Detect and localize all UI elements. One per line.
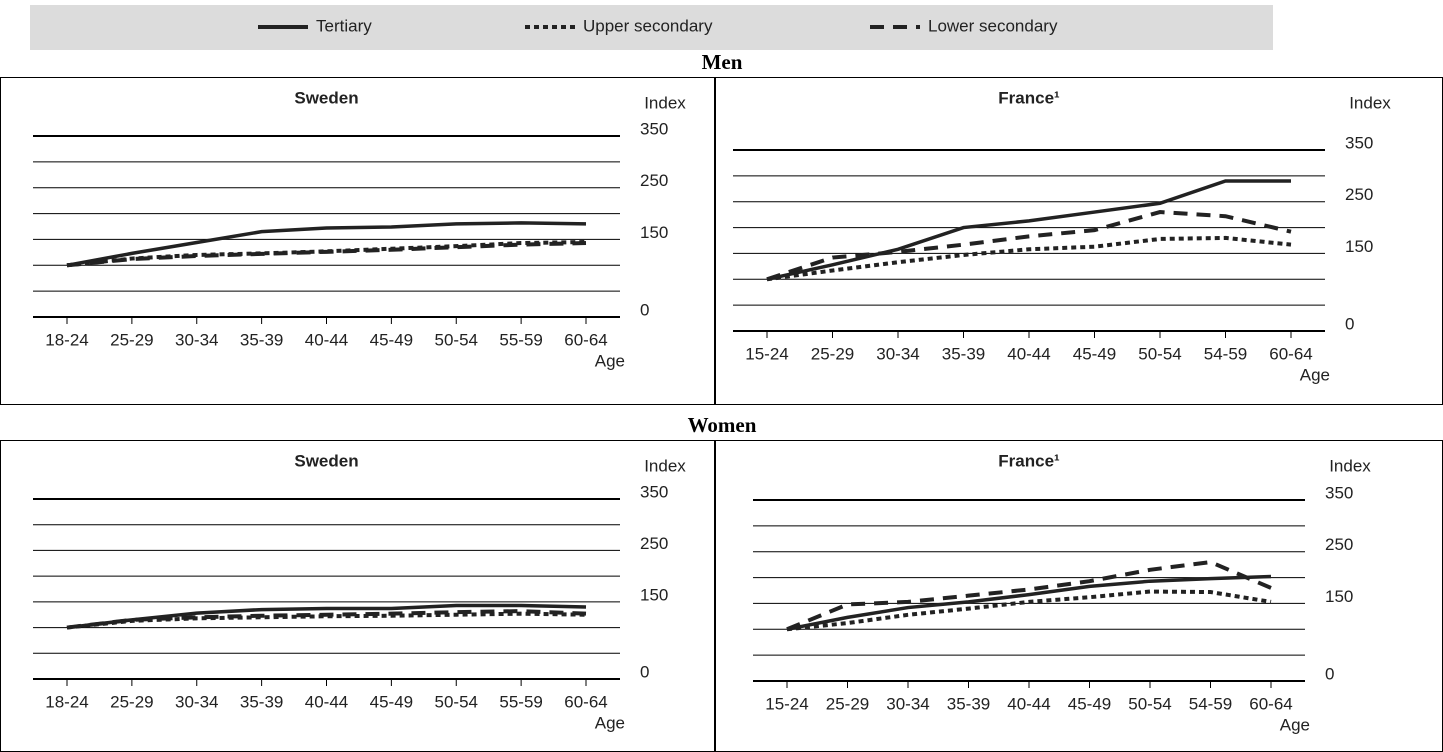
y-tick-label: 150 (1325, 587, 1353, 606)
data-line (786, 589, 1272, 632)
chart-title: France¹ (998, 88, 1060, 107)
x-tick-label: 45-49 (370, 330, 413, 349)
x-tick-label: 40-44 (305, 330, 348, 349)
x-tick-label: 35-39 (942, 344, 985, 363)
x-tick-label: 25-29 (110, 692, 153, 711)
data-line (66, 609, 587, 630)
x-axis-label: Age (595, 713, 625, 732)
x-tick-label: 50-54 (435, 330, 478, 349)
y-tick-label: 250 (1345, 185, 1373, 204)
y-axis-label: Index (644, 93, 686, 112)
x-tick-label: 18-24 (45, 692, 88, 711)
x-tick-label: 45-49 (370, 692, 413, 711)
x-tick-label: 54-59 (1189, 694, 1232, 713)
x-tick-label: 25-29 (826, 694, 869, 713)
y-axis-label: Index (1349, 93, 1391, 112)
x-tick-label: 40-44 (305, 692, 348, 711)
y-axis-label: Index (644, 456, 686, 475)
x-axis-label: Age (595, 351, 625, 370)
x-tick-label: 45-49 (1068, 694, 1111, 713)
y-tick-label: 250 (640, 534, 668, 553)
chart-title: France¹ (998, 451, 1060, 470)
data-line (766, 235, 1292, 282)
x-tick-label: 30-34 (876, 344, 919, 363)
chart-title: Sweden (294, 451, 358, 470)
y-axis-label: Index (1329, 456, 1371, 475)
y-tick-label: 150 (640, 585, 668, 604)
section-heading: Women (688, 413, 757, 437)
data-line (66, 611, 587, 630)
x-tick-label: 25-29 (811, 344, 854, 363)
data-line (766, 210, 1292, 282)
x-axis-label: Age (1300, 365, 1330, 384)
y-tick-label: 250 (1325, 535, 1353, 554)
data-line (786, 574, 1272, 632)
x-tick-label: 35-39 (240, 330, 283, 349)
x-tick-label: 30-34 (175, 692, 218, 711)
x-tick-label: 60-64 (1269, 344, 1312, 363)
legend-label: Tertiary (316, 16, 372, 35)
x-tick-label: 55-59 (499, 692, 542, 711)
data-line (66, 241, 587, 268)
y-tick-label: 0 (1325, 664, 1334, 683)
x-tick-label: 60-64 (1249, 694, 1292, 713)
y-tick-label: 350 (1345, 133, 1373, 152)
x-tick-label: 15-24 (765, 694, 808, 713)
y-tick-label: 350 (1325, 483, 1353, 502)
panel-frame (0, 77, 715, 405)
x-tick-label: 55-59 (499, 330, 542, 349)
x-tick-label: 40-44 (1007, 694, 1050, 713)
data-line (66, 603, 587, 630)
x-tick-label: 50-54 (1138, 344, 1181, 363)
y-tick-label: 0 (1345, 314, 1354, 333)
x-tick-label: 54-59 (1204, 344, 1247, 363)
x-tick-label: 50-54 (435, 692, 478, 711)
y-tick-label: 150 (640, 223, 668, 242)
y-tick-label: 0 (640, 300, 649, 319)
x-tick-label: 30-34 (175, 330, 218, 349)
x-tick-label: 60-64 (564, 692, 607, 711)
data-line (766, 179, 1291, 281)
x-tick-label: 60-64 (564, 330, 607, 349)
data-line (66, 240, 587, 268)
legend-box (30, 5, 1273, 50)
x-axis-label: Age (1280, 715, 1310, 734)
section-heading: Men (702, 50, 743, 74)
x-tick-label: 45-49 (1073, 344, 1116, 363)
y-tick-label: 350 (640, 482, 668, 501)
x-tick-label: 35-39 (240, 692, 283, 711)
x-tick-label: 50-54 (1128, 694, 1171, 713)
x-tick-label: 25-29 (110, 330, 153, 349)
x-tick-label: 35-39 (947, 694, 990, 713)
legend-label: Lower secondary (928, 16, 1058, 35)
y-tick-label: 0 (640, 662, 649, 681)
y-tick-label: 250 (640, 171, 668, 190)
x-tick-label: 15-24 (745, 344, 788, 363)
x-tick-label: 18-24 (45, 330, 88, 349)
data-line (66, 221, 587, 268)
legend-label: Upper secondary (583, 16, 713, 35)
x-tick-label: 40-44 (1007, 344, 1050, 363)
x-tick-label: 30-34 (886, 694, 929, 713)
chart-title: Sweden (294, 88, 358, 107)
y-tick-label: 350 (640, 119, 668, 138)
y-tick-label: 150 (1345, 237, 1373, 256)
